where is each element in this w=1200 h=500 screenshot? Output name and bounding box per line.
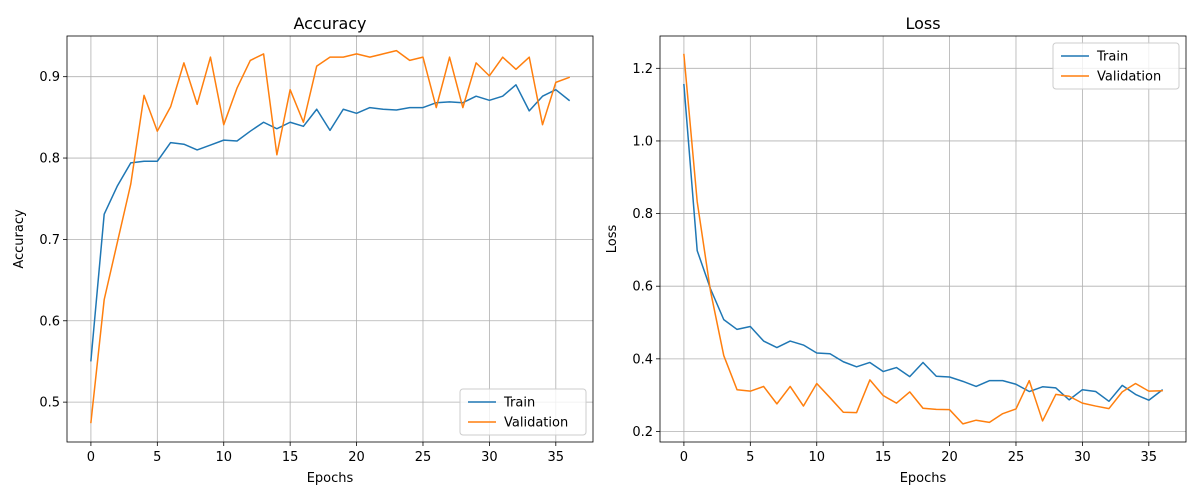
- accuracy-y-axis-label: Accuracy: [12, 209, 27, 269]
- loss-series-train-line: [683, 83, 1164, 403]
- loss-plot-frame: [659, 35, 1187, 443]
- loss-x-tick-label-0: 0: [680, 450, 688, 465]
- loss-x-tick-label-4: 20: [941, 450, 958, 465]
- loss-y-tick-label-4: 1.0: [632, 134, 653, 149]
- accuracy-x-tick-label-7: 35: [548, 450, 565, 465]
- accuracy-x-tick-label-5: 25: [415, 450, 432, 465]
- accuracy-series-train-line: [90, 84, 571, 362]
- accuracy-legend-label-train: Train: [503, 396, 535, 411]
- accuracy-series-validation-line: [90, 49, 571, 424]
- loss-y-tick-label-1: 0.4: [632, 352, 653, 367]
- accuracy-x-tick-label-3: 15: [282, 450, 299, 465]
- loss-grid: [660, 36, 1186, 442]
- accuracy-y-tick-label-3: 0.8: [39, 152, 60, 167]
- loss-legend-label-train: Train: [1096, 50, 1128, 65]
- loss-x-tick-label-1: 5: [746, 450, 754, 465]
- accuracy-y-tick-label-2: 0.7: [39, 233, 60, 248]
- accuracy-chart: 0 5 10 15 20 25 30 35 0.5 0.6 0.7 0.8 0.9 Accuracy Epo…: [12, 14, 594, 486]
- accuracy-y-tick-label-0: 0.5: [39, 396, 60, 411]
- accuracy-y-tick-label-4: 0.9: [39, 70, 60, 85]
- loss-x-tick-label-5: 25: [1008, 450, 1025, 465]
- accuracy-plot-frame: [66, 35, 594, 443]
- accuracy-x-tick-label-4: 20: [348, 450, 365, 465]
- accuracy-x-tick-label-2: 10: [215, 450, 232, 465]
- loss-y-tick-label-0: 0.2: [632, 425, 653, 440]
- loss-x-axis-label: Epochs: [900, 471, 947, 486]
- accuracy-x-tick-label-1: 5: [153, 450, 161, 465]
- loss-y-tick-label-2: 0.6: [632, 280, 653, 295]
- loss-legend-box: [1052, 42, 1180, 90]
- accuracy-y-tick-label-1: 0.6: [39, 314, 60, 329]
- loss-x-tick-label-6: 30: [1074, 450, 1091, 465]
- loss-chart: 0 5 10 15 20 25 30 35 0.2 0.4 0.6 0.8 1.0 1.2 Loss Epoc…: [605, 14, 1187, 486]
- accuracy-chart-title: Accuracy: [293, 14, 366, 33]
- loss-y-tick-label-3: 0.8: [632, 207, 653, 222]
- accuracy-x-tick-label-0: 0: [87, 450, 95, 465]
- loss-series-validation-line: [683, 53, 1163, 425]
- loss-legend: Train Validation: [1052, 42, 1180, 90]
- accuracy-x-tick-label-6: 30: [481, 450, 498, 465]
- accuracy-x-axis-label: Epochs: [307, 471, 354, 486]
- loss-legend-label-validation: Validation: [1097, 70, 1161, 85]
- loss-y-axis-label: Loss: [605, 225, 620, 254]
- loss-x-tick-label-7: 35: [1141, 450, 1158, 465]
- accuracy-legend-label-validation: Validation: [504, 416, 568, 431]
- loss-y-tick-label-5: 1.2: [632, 62, 653, 77]
- loss-chart-title: Loss: [905, 14, 940, 33]
- accuracy-legend: Train Validation: [459, 388, 587, 436]
- loss-x-tick-label-2: 10: [808, 450, 825, 465]
- loss-x-tick-label-3: 15: [875, 450, 892, 465]
- accuracy-grid: [67, 36, 593, 442]
- accuracy-legend-box: [459, 388, 587, 436]
